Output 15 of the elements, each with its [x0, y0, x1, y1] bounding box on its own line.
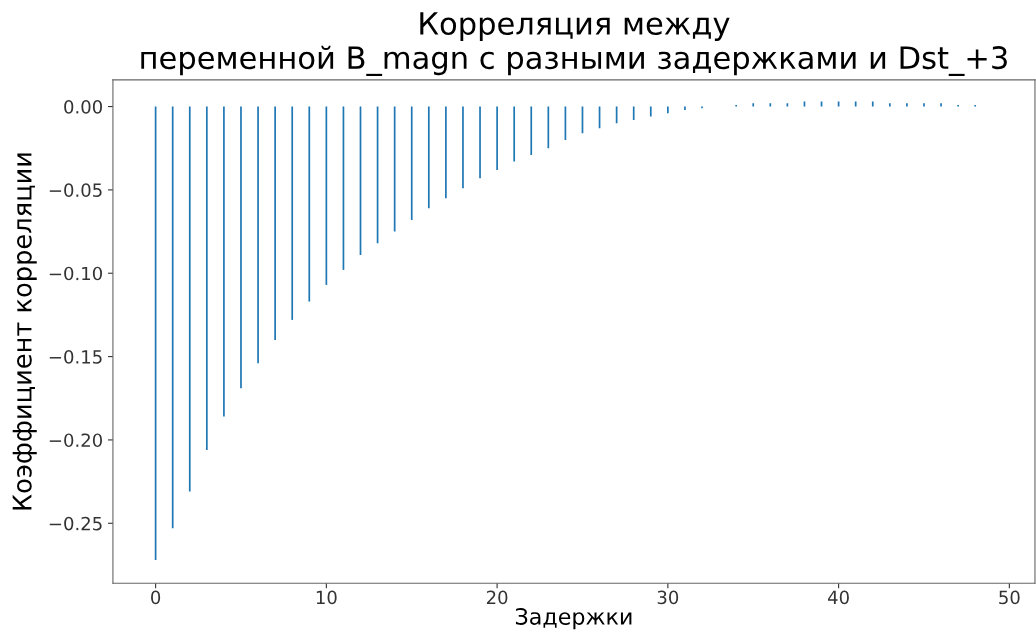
x-tick-label: 0 — [151, 590, 161, 605]
chart-title: Корреляция между переменной B_magn с разными задержками и Dst_+3 — [141, 12, 1007, 76]
x-tick-label: 50 — [999, 590, 1020, 605]
x-tick-label: 20 — [486, 590, 508, 605]
y-axis-title: Коэффициент корреляции — [12, 153, 37, 510]
x-axis-title: Задержки — [515, 608, 632, 630]
y-tick-label: −0.10 — [49, 266, 102, 281]
y-tick-label: −0.20 — [49, 433, 102, 448]
y-tick-label: −0.05 — [49, 183, 102, 198]
y-tick-label: −0.15 — [49, 350, 102, 364]
x-tick-label: 40 — [828, 590, 849, 605]
y-tick-label: 0.00 — [64, 100, 102, 114]
x-tick-label: 30 — [657, 590, 679, 605]
x-tick-label: 10 — [316, 590, 337, 605]
y-tick-label: −0.25 — [49, 516, 102, 531]
